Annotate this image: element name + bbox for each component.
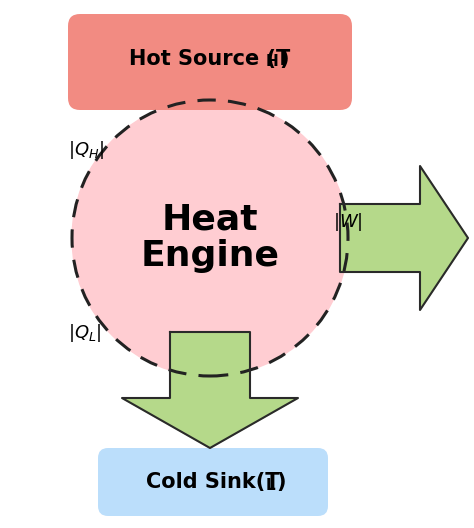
Text: ): ) <box>279 49 289 69</box>
Circle shape <box>72 100 348 376</box>
Text: Hot Source (T: Hot Source (T <box>129 49 291 69</box>
Polygon shape <box>158 90 262 150</box>
FancyBboxPatch shape <box>98 448 328 516</box>
FancyBboxPatch shape <box>68 14 352 110</box>
Text: Engine: Engine <box>140 239 280 273</box>
Polygon shape <box>122 332 298 448</box>
Polygon shape <box>340 166 468 310</box>
Text: Cold Sink(T: Cold Sink(T <box>146 472 280 492</box>
Text: ): ) <box>276 472 286 492</box>
Text: H: H <box>265 54 278 70</box>
Text: L: L <box>265 477 275 493</box>
Text: Heat: Heat <box>162 203 258 237</box>
Text: $|Q_L|$: $|Q_L|$ <box>68 322 101 344</box>
Text: $|W|$: $|W|$ <box>333 211 363 233</box>
Text: $|Q_H|$: $|Q_H|$ <box>68 139 104 161</box>
